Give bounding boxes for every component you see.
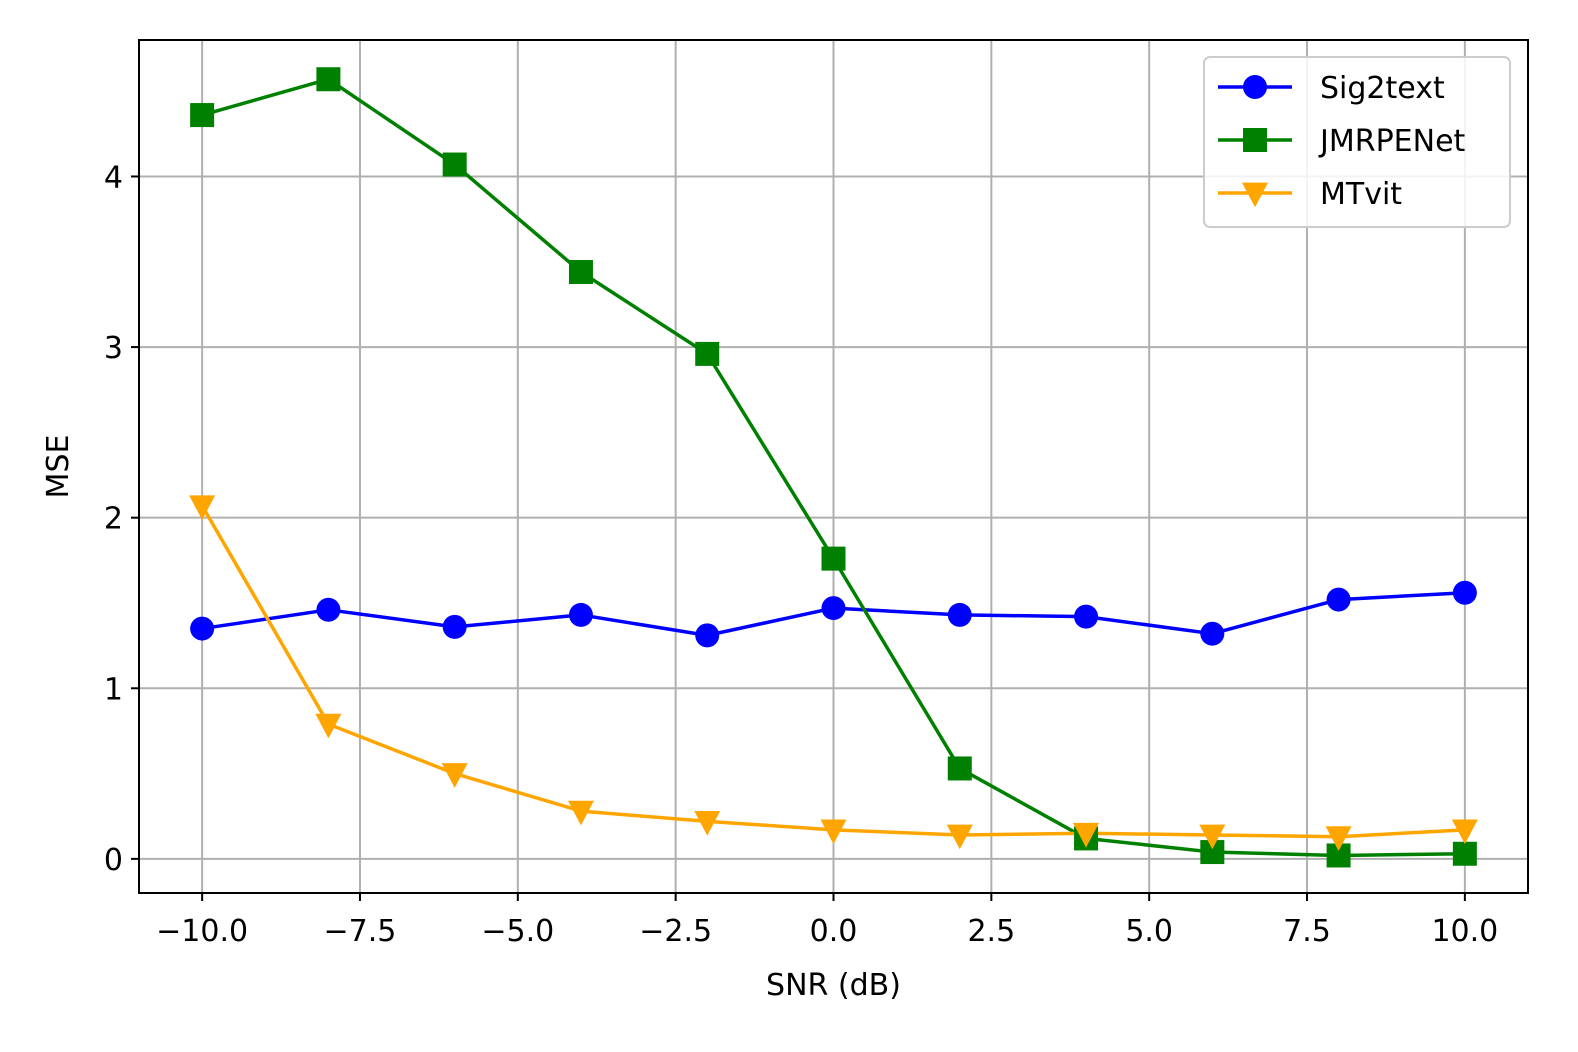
axis-ticks: [131, 175, 1466, 901]
data-point-jmrpenet: [821, 546, 846, 571]
data-point-sig2text: [1074, 604, 1099, 629]
data-point-jmrpenet: [190, 103, 215, 128]
legend-label-mtvit: MTvit: [1320, 177, 1402, 212]
legend-marker-jmrpenet: [1243, 128, 1267, 152]
data-point-mtvit: [946, 824, 973, 850]
data-point-sig2text: [1326, 587, 1351, 612]
data-point-jmrpenet: [695, 341, 720, 366]
data-point-sig2text: [1200, 621, 1225, 646]
x-tick-label: −5.0: [481, 914, 554, 949]
data-point-mtvit: [694, 810, 721, 836]
y-axis-label: MSE: [41, 435, 76, 499]
data-point-mtvit: [1199, 824, 1226, 850]
legend-box: [1203, 56, 1511, 228]
y-tick-label: 2: [104, 502, 123, 537]
data-point-sig2text: [947, 602, 972, 627]
data-point-sig2text: [442, 614, 467, 639]
data-point-jmrpenet: [442, 152, 467, 177]
y-tick-label: 3: [104, 331, 123, 366]
x-tick-label: 7.5: [1283, 914, 1331, 949]
data-point-mtvit: [441, 763, 468, 788]
data-point-sig2text: [316, 597, 341, 622]
x-tick-label: 2.5: [967, 914, 1015, 949]
legend-label-sig2text: Sig2text: [1320, 71, 1445, 106]
data-point-mtvit: [1073, 822, 1100, 848]
data-point-sig2text: [821, 596, 846, 621]
x-tick-label: 10.0: [1431, 914, 1498, 949]
data-point-jmrpenet: [947, 756, 972, 781]
x-tick-label: 0.0: [810, 914, 858, 949]
x-axis-label: SNR (dB): [766, 968, 901, 1003]
data-point-mtvit: [189, 495, 216, 521]
data-point-sig2text: [1452, 580, 1477, 605]
y-tick-label: 0: [104, 843, 123, 878]
data-point-mtvit: [1325, 826, 1352, 852]
x-tick-label: −10.0: [156, 914, 248, 949]
legend-marker-sig2text: [1243, 75, 1267, 99]
data-point-jmrpenet: [316, 67, 341, 92]
x-tick-label: 5.0: [1125, 914, 1173, 949]
x-tick-label: −7.5: [324, 914, 397, 949]
data-point-sig2text: [190, 616, 215, 641]
data-point-sig2text: [568, 602, 593, 627]
legend-marker-mtvit: [1242, 182, 1268, 208]
legend-label-jmrpenet: JMRPENet: [1318, 124, 1466, 159]
tick-labels: −10.0 −7.5 −5.0 −2.5 0.0 2.5 5.0 7.5 10.0 0 1 2 3 4: [104, 160, 1498, 949]
x-tick-label: −2.5: [639, 914, 712, 949]
data-point-mtvit: [1451, 819, 1478, 845]
data-point-mtvit: [820, 819, 847, 845]
data-point-sig2text: [695, 623, 720, 648]
data-point-mtvit: [315, 713, 342, 739]
series-markers: [189, 67, 1478, 868]
y-tick-label: 4: [104, 160, 123, 195]
y-tick-label: 1: [104, 672, 123, 707]
legend: Sig2text JMRPENet MTvit: [1203, 56, 1511, 228]
data-point-mtvit: [567, 800, 594, 826]
data-point-jmrpenet: [568, 260, 593, 285]
data-point-jmrpenet: [1452, 841, 1477, 866]
